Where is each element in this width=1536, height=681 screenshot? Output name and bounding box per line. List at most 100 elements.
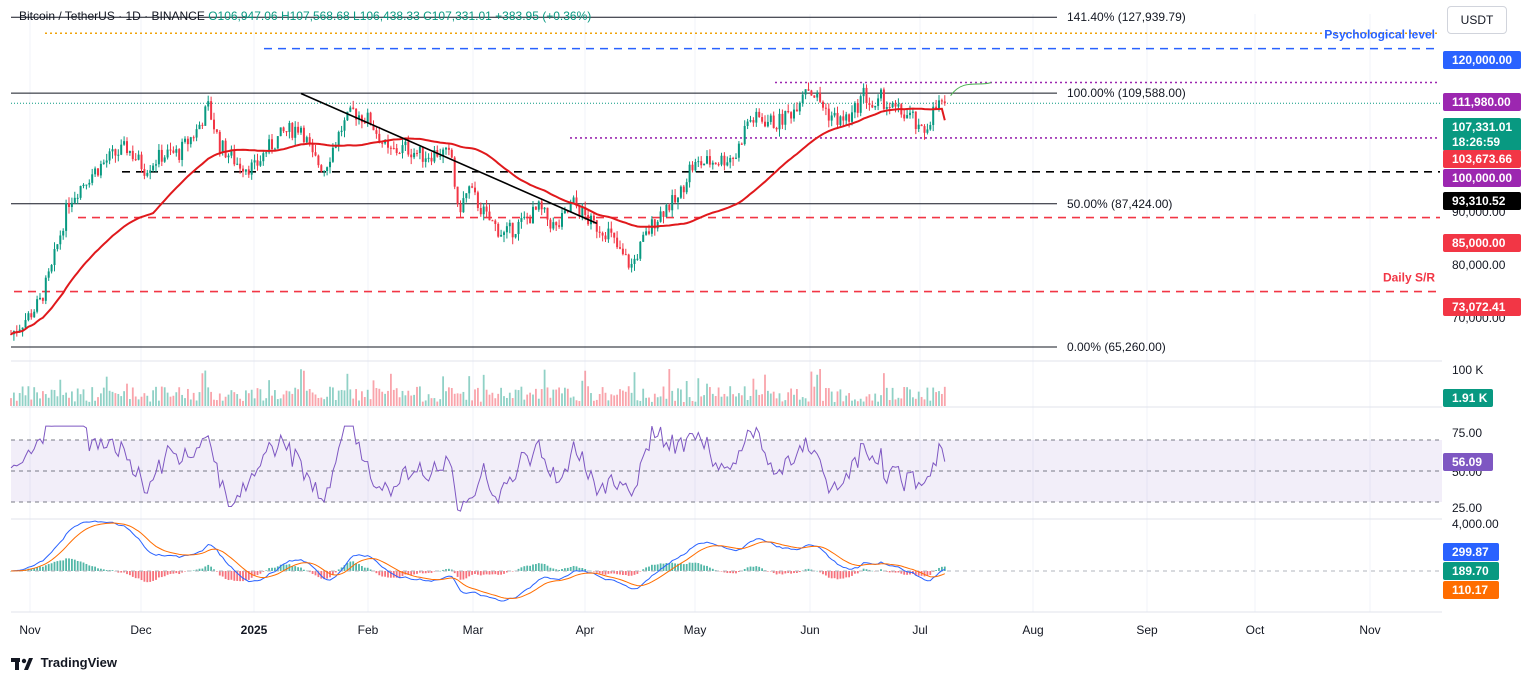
volume-bar xyxy=(651,401,653,406)
volume-bar xyxy=(256,388,259,406)
candle-body xyxy=(70,202,73,208)
macd-histogram-bar xyxy=(938,567,940,571)
macd-histogram-bar xyxy=(711,568,714,571)
candle-body xyxy=(691,164,694,171)
volume-bar xyxy=(140,396,143,406)
candle-body xyxy=(804,89,807,95)
macd-histogram-bar xyxy=(123,571,125,573)
volume-bar xyxy=(685,380,688,406)
macd-histogram-bar xyxy=(468,571,471,577)
candle-body xyxy=(372,124,375,131)
volume-bar xyxy=(514,389,517,406)
macd-histogram-bar xyxy=(833,571,836,579)
macd-histogram-bar xyxy=(253,571,256,576)
macd-histogram-bar xyxy=(848,571,850,578)
candle-body xyxy=(456,186,459,204)
candle-body xyxy=(639,241,642,259)
candle-body xyxy=(938,100,940,109)
macd-histogram-bar xyxy=(488,571,491,575)
macd-histogram-bar xyxy=(381,571,384,577)
macd-histogram-bar xyxy=(387,571,389,578)
volume-bar xyxy=(761,394,763,406)
candle-body xyxy=(801,94,804,103)
candle-body xyxy=(375,130,378,134)
macd-histogram-bar xyxy=(279,564,282,571)
macd-histogram-bar xyxy=(941,566,943,571)
macd-histogram-bar xyxy=(549,567,552,571)
fib-levels: 141.40% (127,939.79) 100.00% (109,588.00)… xyxy=(11,10,1440,354)
candle-body xyxy=(111,149,114,152)
candle-body xyxy=(195,129,198,138)
volume-bar xyxy=(416,386,418,406)
macd-histogram-bar xyxy=(474,571,476,574)
volume-bar xyxy=(816,374,819,406)
macd-histogram-bar xyxy=(332,571,334,575)
volume-bar xyxy=(523,399,526,406)
candle-body xyxy=(665,204,668,217)
macd-histogram-bar xyxy=(653,564,656,571)
volume-bar xyxy=(616,394,618,406)
volume-bar xyxy=(163,387,166,406)
candle-body xyxy=(503,232,505,235)
candle-body xyxy=(224,140,227,158)
macd-histogram-bar xyxy=(761,568,763,571)
volume-bar xyxy=(865,396,868,406)
volume-bar xyxy=(401,390,404,406)
volume-bar xyxy=(572,396,575,406)
macd-histogram-bar xyxy=(126,571,128,575)
macd-histogram-bar xyxy=(105,570,108,571)
candle-body xyxy=(772,115,775,128)
macd-histogram-bar xyxy=(601,571,604,575)
candle-body xyxy=(172,150,175,153)
candle-body xyxy=(537,201,540,210)
candle-body xyxy=(369,112,372,125)
volume-bar xyxy=(694,401,697,406)
candle-body xyxy=(784,111,787,125)
volume-bar xyxy=(624,391,627,406)
macd-histogram-bar xyxy=(39,566,41,571)
volume-bar xyxy=(126,383,128,406)
volume-bar xyxy=(558,387,560,406)
volume-bar xyxy=(793,394,795,406)
macd-histogram-bar xyxy=(216,571,218,572)
candle-body xyxy=(708,156,711,165)
macd-histogram-bar xyxy=(491,571,494,575)
volume-bar xyxy=(566,388,569,406)
macd-histogram-bar xyxy=(439,570,442,572)
macd-histogram-bar xyxy=(247,571,250,580)
candle-body xyxy=(184,138,186,142)
candle-body xyxy=(262,153,265,162)
candle-body xyxy=(572,197,575,205)
macd-histogram-bar xyxy=(178,571,181,575)
candle-body xyxy=(146,172,149,176)
volume-bar xyxy=(300,369,302,406)
candle-body xyxy=(674,195,677,203)
macd-histogram-bar xyxy=(294,566,297,571)
candle-body xyxy=(885,107,888,109)
volume-bar xyxy=(781,401,784,406)
candle-body xyxy=(465,193,468,199)
candle-body xyxy=(706,156,708,164)
volume-bar xyxy=(827,388,830,406)
candle-body xyxy=(923,126,926,133)
volume-bar xyxy=(740,395,743,406)
macd-histogram-bar xyxy=(44,565,47,571)
macd-histogram-bar xyxy=(888,571,891,573)
macd-histogram-bar xyxy=(462,571,465,580)
macd-histogram-bar xyxy=(926,571,929,577)
candle-body xyxy=(204,106,207,126)
currency-button[interactable]: USDT xyxy=(1447,6,1507,34)
candle-body xyxy=(271,139,273,149)
volume-bar xyxy=(355,389,357,406)
macd-histogram-bar xyxy=(131,571,134,577)
candle-body xyxy=(155,164,157,166)
volume-bar xyxy=(601,387,604,406)
volume-bar xyxy=(381,391,384,406)
macd-histogram-bar xyxy=(810,569,813,571)
macd-histogram-bar xyxy=(79,561,82,571)
volume-bar xyxy=(610,394,613,406)
macd-histogram-bar xyxy=(694,562,697,571)
candle-body xyxy=(746,121,749,126)
candle-body xyxy=(793,109,795,119)
